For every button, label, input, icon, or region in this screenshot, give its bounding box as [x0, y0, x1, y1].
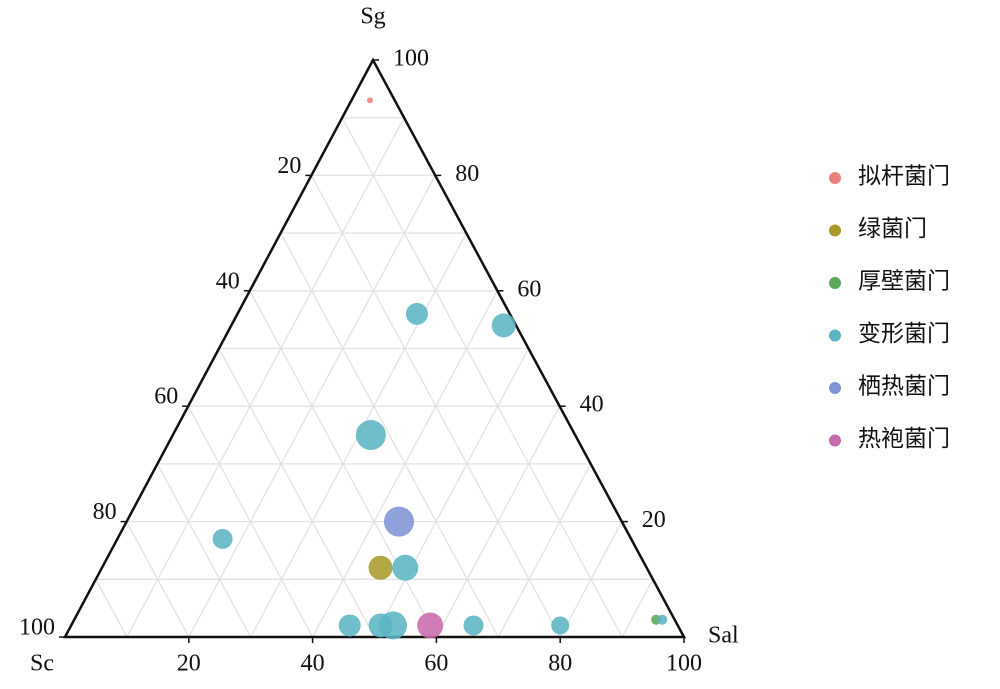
legend-swatch	[829, 382, 841, 394]
grid-line	[95, 578, 128, 638]
data-point	[463, 615, 484, 636]
sc-tick-label: 40	[216, 268, 240, 294]
legend-label: 厚壁菌门	[858, 268, 950, 293]
data-point	[392, 554, 419, 581]
sc-tick-label: 60	[154, 384, 178, 410]
grid-line	[218, 348, 376, 638]
data-point	[491, 313, 516, 338]
legend-swatch	[829, 224, 841, 237]
data-point	[379, 611, 408, 640]
data-point	[367, 97, 374, 104]
data-point	[383, 506, 414, 537]
sc-tick-label: 100	[19, 615, 55, 641]
sg-axis-label: Sg	[360, 4, 385, 30]
sg-tick-label: 40	[580, 392, 604, 418]
sg-tick-label: 60	[517, 276, 541, 302]
grid-line	[126, 521, 190, 638]
sal-tick-label: 20	[177, 651, 201, 677]
sc-tick-label: 20	[277, 153, 301, 179]
grid-line	[621, 578, 654, 638]
data-point	[417, 612, 444, 639]
legend-label: 栖热菌门	[858, 373, 950, 398]
grid-line	[341, 117, 623, 638]
legend-label: 拟杆菌门	[858, 163, 950, 188]
legend-swatch	[829, 277, 841, 289]
data-point	[405, 302, 428, 325]
data-point	[355, 420, 386, 451]
grid-line	[156, 463, 252, 638]
sc-axis-label: Sc	[30, 651, 54, 677]
sg-tick-label: 80	[455, 161, 479, 187]
grid-line	[187, 405, 314, 638]
legend-label: 绿菌门	[858, 216, 927, 241]
sal-tick-label: 40	[301, 651, 325, 677]
grid-line	[559, 521, 623, 638]
sal-axis-label: Sal	[708, 623, 739, 649]
data-point	[212, 528, 233, 549]
legend-label: 热袍菌门	[858, 426, 950, 451]
data-point	[338, 614, 361, 637]
sal-tick-label: 80	[548, 651, 572, 677]
sg-tick-label: 100	[393, 46, 429, 72]
triangle-frame	[62, 57, 687, 639]
legend-swatch	[829, 172, 841, 184]
grid-line	[373, 348, 530, 638]
grid-line	[126, 117, 405, 638]
data-point	[551, 616, 570, 635]
legend-swatch	[829, 329, 841, 342]
grid-line	[497, 463, 592, 638]
data-point	[657, 614, 668, 625]
sal-tick-label: 100	[666, 651, 702, 677]
sc-tick-label: 80	[93, 499, 117, 525]
data-point	[368, 555, 393, 580]
sg-tick-label: 20	[642, 507, 666, 533]
grid-line	[435, 405, 561, 638]
legend-label: 变形菌门	[858, 321, 950, 346]
grid-line	[280, 232, 499, 638]
sal-tick-label: 60	[424, 651, 448, 677]
points	[212, 97, 668, 640]
legend-swatch	[829, 434, 841, 447]
